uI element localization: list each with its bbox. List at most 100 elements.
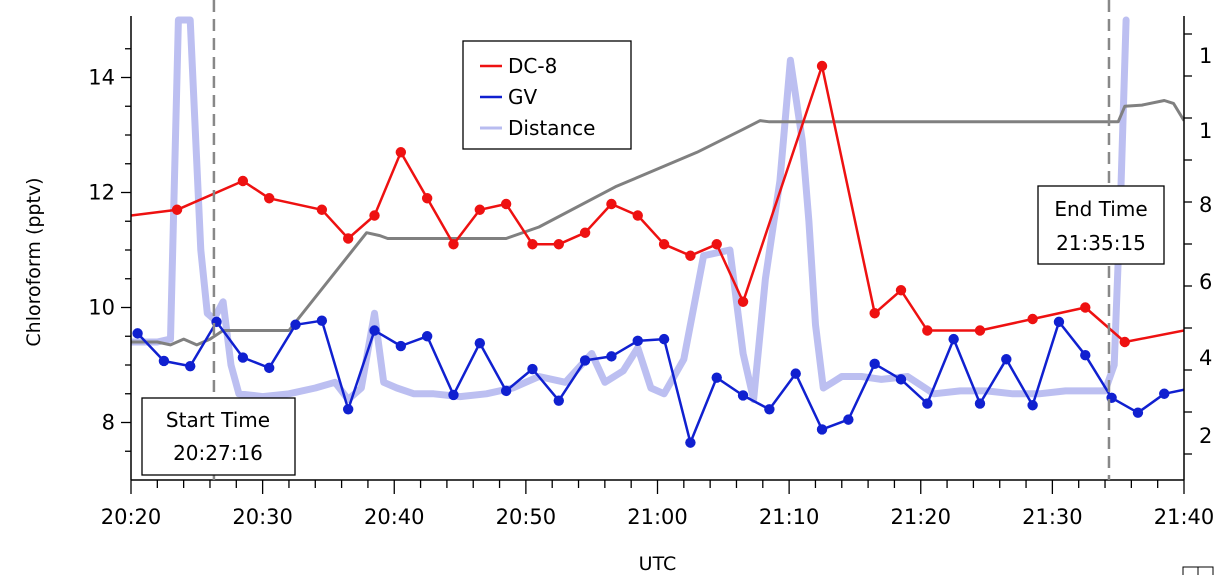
data-point-dc8 <box>421 193 433 204</box>
data-point-dc8 <box>342 233 354 244</box>
data-point-dc8 <box>922 325 933 336</box>
data-point-dc8 <box>711 239 722 250</box>
data-point-gv <box>974 398 986 409</box>
data-point-dc8 <box>895 285 907 296</box>
data-point-dc8 <box>579 227 591 238</box>
right-tick-label: 6 <box>1199 270 1212 294</box>
data-point-gv <box>764 404 775 415</box>
start-time-box: Start Time 20:27:16 <box>141 397 296 476</box>
data-point-dc8 <box>237 175 249 187</box>
data-point-dc8 <box>974 325 986 336</box>
data-point-gv <box>500 385 512 397</box>
data-point-dc8 <box>171 204 183 215</box>
right-tick-label: 1 <box>1199 119 1212 143</box>
y-tick-label: 12 <box>88 181 115 205</box>
data-point-dc8 <box>869 308 880 319</box>
legend-frame <box>462 40 632 150</box>
data-point-gv <box>132 328 143 339</box>
data-point-gv <box>1053 316 1065 328</box>
y-tick-label: 10 <box>88 296 115 320</box>
data-point-gv <box>448 389 459 401</box>
x-tick-label: 21:00 <box>627 505 688 529</box>
x-tick-label: 21:10 <box>759 505 820 529</box>
series-line-altitude <box>131 99 1184 347</box>
end-time-label: End Time <box>1054 197 1147 221</box>
data-point-gv <box>158 355 170 367</box>
x-axis-title: UTC <box>639 553 677 575</box>
data-point-dc8 <box>369 210 380 221</box>
right-tick-label: 2 <box>1199 424 1212 448</box>
data-point-dc8 <box>632 210 643 221</box>
data-point-dc8 <box>1080 302 1091 313</box>
x-tick-label: 20:20 <box>101 505 162 529</box>
data-point-gv <box>369 325 380 336</box>
data-point-gv <box>895 374 907 385</box>
x-tick-label: 20:50 <box>496 505 557 529</box>
data-point-gv <box>816 424 828 435</box>
y-tick-label: 8 <box>102 411 115 435</box>
data-point-gv <box>1159 388 1170 399</box>
data-point-gv <box>790 368 801 379</box>
series-line-distance <box>131 16 1130 403</box>
data-point-gv <box>474 337 486 349</box>
data-point-gv <box>711 372 722 383</box>
data-point-dc8 <box>264 193 275 204</box>
data-point-dc8 <box>395 147 407 158</box>
plot-lines <box>131 16 1184 448</box>
data-point-dc8 <box>474 204 486 215</box>
data-point-dc8 <box>448 239 459 250</box>
legend-label: Distance <box>508 116 595 140</box>
legend-label: DC-8 <box>508 54 557 78</box>
legend: DC-8 GV Distance <box>462 40 632 150</box>
data-point-dc8 <box>527 239 538 250</box>
right-tick-label: 8 <box>1199 193 1212 217</box>
data-point-gv <box>1001 354 1012 365</box>
data-point-dc8 <box>658 239 670 250</box>
data-point-dc8 <box>316 204 328 215</box>
data-point-gv <box>658 333 670 345</box>
end-time-value: 21:35:15 <box>1056 231 1146 255</box>
data-point-gv <box>185 360 196 372</box>
start-time-label: Start Time <box>166 408 270 432</box>
x-tick-label: 21:30 <box>1022 505 1083 529</box>
x-tick-label: 21:20 <box>890 505 951 529</box>
data-point-gv <box>579 355 591 366</box>
data-point-gv <box>1080 350 1091 361</box>
data-point-gv <box>1132 407 1144 418</box>
data-point-gv <box>237 352 249 363</box>
data-point-gv <box>632 335 643 347</box>
right-tick-label: 1 <box>1199 44 1212 68</box>
series-line-dc8 <box>131 64 1184 344</box>
y-axis-title: Chloroform (pptv) <box>23 177 45 346</box>
x-tick-label: 20:30 <box>232 505 293 529</box>
y-tick-label: 14 <box>88 66 115 90</box>
data-point-gv <box>342 404 354 415</box>
right-tick-label: 4 <box>1199 346 1212 370</box>
data-point-gv <box>922 398 933 409</box>
data-point-gv <box>737 390 749 401</box>
x-tick-label: 21:40 <box>1154 505 1215 529</box>
data-point-dc8 <box>816 60 828 72</box>
data-point-dc8 <box>685 250 696 261</box>
data-point-dc8 <box>737 296 749 307</box>
data-point-gv <box>869 358 880 370</box>
data-point-gv <box>316 315 328 326</box>
data-point-dc8 <box>606 198 617 210</box>
data-point-gv <box>421 331 433 342</box>
annotations: Start Time 20:27:16 End Time 21:35:15 <box>141 0 1165 480</box>
data-point-gv <box>553 395 564 406</box>
plot-area <box>131 16 1184 448</box>
start-time-frame <box>141 397 296 476</box>
data-point-gv <box>290 319 301 330</box>
legend-label: GV <box>508 85 537 109</box>
x-tick-label: 20:40 <box>364 505 425 529</box>
data-point-dc8 <box>553 239 564 250</box>
data-point-dc8 <box>1027 313 1038 325</box>
data-point-gv <box>1027 400 1038 411</box>
data-point-gv <box>264 362 275 374</box>
data-point-dc8 <box>1119 336 1130 348</box>
end-time-frame <box>1037 185 1165 265</box>
data-point-gv <box>395 340 407 352</box>
